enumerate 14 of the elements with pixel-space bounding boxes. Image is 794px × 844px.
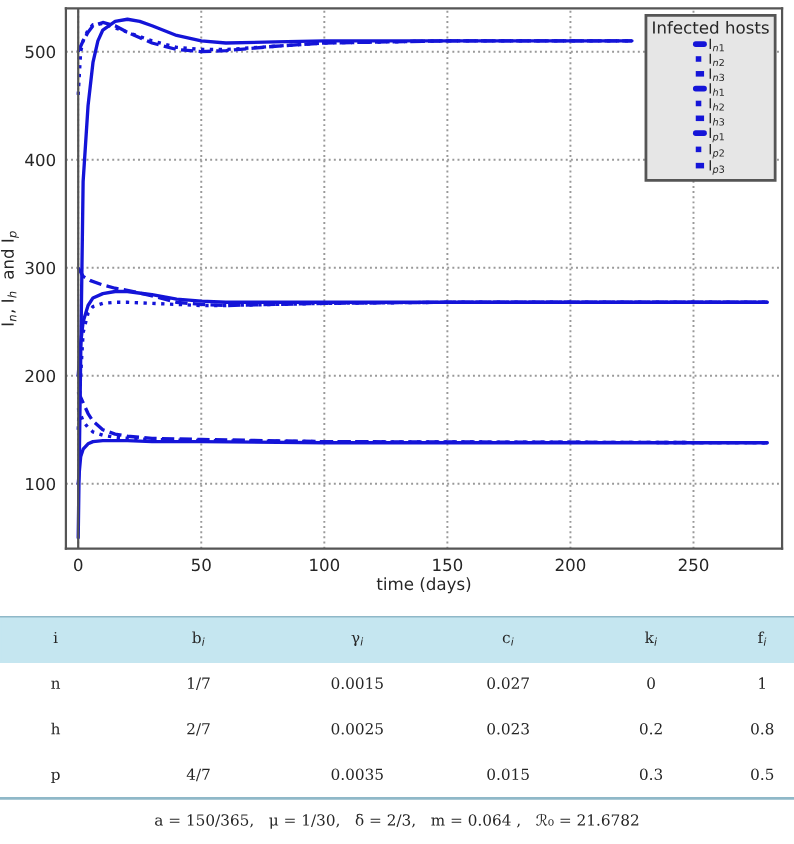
- x-axis-title: time (days): [376, 577, 471, 594]
- y-tick-label: 200: [25, 369, 56, 383]
- x-tick-label: 50: [191, 558, 211, 572]
- y-tick-label: 400: [25, 153, 56, 167]
- x-tick-label: 0: [74, 558, 83, 572]
- y-tick-label: 500: [25, 45, 56, 59]
- x-tick-label: 100: [310, 558, 340, 572]
- x-tick-label: 150: [433, 558, 463, 572]
- y-axis-title: I$_{n}$, I$_{h}$ and I$_{p}$: [0, 231, 19, 326]
- y-tick-label: 100: [26, 477, 56, 491]
- legend-title: Infected hosts: [653, 20, 769, 34]
- x-tick-label: 250: [678, 558, 709, 572]
- x-tick-label: 200: [555, 558, 586, 572]
- y-tick-label: 300: [25, 261, 56, 275]
